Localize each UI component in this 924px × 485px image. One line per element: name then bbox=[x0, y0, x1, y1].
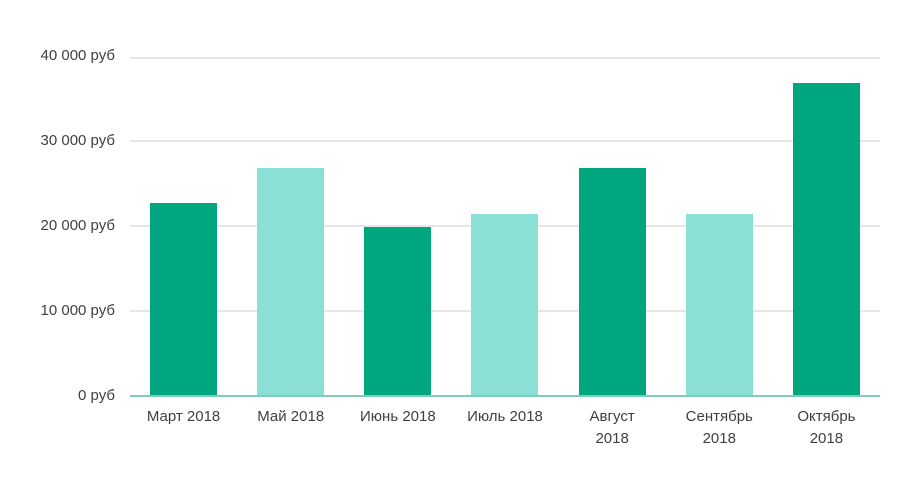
x-tick-label: Октябрь 2018 bbox=[773, 406, 880, 450]
x-tick-label-line: Март 2018 bbox=[146, 408, 221, 425]
bar-Март 2018[interactable] bbox=[150, 203, 218, 397]
x-axis-baseline bbox=[130, 395, 880, 397]
bar-band bbox=[130, 57, 237, 397]
bar-band bbox=[344, 57, 451, 397]
bar-Июнь 2018[interactable] bbox=[364, 227, 432, 397]
bar-Май 2018[interactable] bbox=[257, 167, 325, 397]
x-tick-label-line: Октябрь bbox=[797, 408, 856, 425]
x-tick-label: Август 2018 bbox=[559, 406, 666, 450]
bar-Октябрь 2018[interactable] bbox=[792, 82, 860, 397]
y-tick-label: 30 000 руб bbox=[40, 132, 115, 149]
bar-band bbox=[237, 57, 344, 397]
plot-area bbox=[130, 57, 880, 397]
x-tick-label-line: Июнь 2018 bbox=[360, 408, 436, 425]
bar-Сентябрь 2018[interactable] bbox=[685, 214, 753, 397]
x-tick-label: Март 2018 bbox=[130, 406, 237, 450]
x-tick-label-line: 2018 bbox=[595, 430, 629, 447]
x-axis: Март 2018 Май 2018 Июнь 2018 Июль 2018 Авгус… bbox=[130, 406, 880, 450]
x-tick-label-line: Август bbox=[589, 408, 635, 425]
bars-layer bbox=[130, 57, 880, 397]
x-tick-label-line: Май 2018 bbox=[257, 408, 325, 425]
y-axis: 0 руб 10 000 руб 20 000 руб 30 000 руб 40 00… bbox=[0, 47, 115, 404]
x-tick-label: Июнь 2018 bbox=[344, 406, 451, 450]
y-tick-label: 20 000 руб bbox=[40, 217, 115, 234]
y-tick-label: 40 000 руб bbox=[40, 47, 115, 64]
x-tick-label-line: 2018 bbox=[702, 430, 736, 447]
bar-Июль 2018[interactable] bbox=[471, 214, 539, 397]
x-tick-label: Сентябрь 2018 bbox=[666, 406, 773, 450]
bar-Август 2018[interactable] bbox=[578, 167, 646, 397]
bar-band bbox=[773, 57, 880, 397]
x-tick-label: Июль 2018 bbox=[451, 406, 558, 450]
bar-band bbox=[451, 57, 558, 397]
x-tick-label: Май 2018 bbox=[237, 406, 344, 450]
bar-band bbox=[559, 57, 666, 397]
x-tick-label-line: 2018 bbox=[809, 430, 844, 447]
gridline bbox=[130, 140, 880, 142]
gridline bbox=[130, 57, 880, 59]
y-tick-label: 10 000 руб bbox=[40, 302, 115, 319]
bar-band bbox=[666, 57, 773, 397]
y-tick-label: 0 руб bbox=[78, 387, 115, 404]
x-tick-label-line: Июль 2018 bbox=[467, 408, 543, 425]
x-tick-label-line: Сентябрь bbox=[685, 408, 753, 425]
